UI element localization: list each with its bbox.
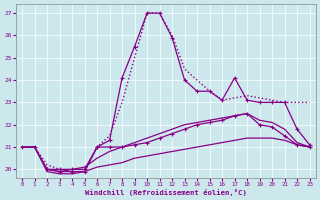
X-axis label: Windchill (Refroidissement éolien,°C): Windchill (Refroidissement éolien,°C) xyxy=(85,189,247,196)
